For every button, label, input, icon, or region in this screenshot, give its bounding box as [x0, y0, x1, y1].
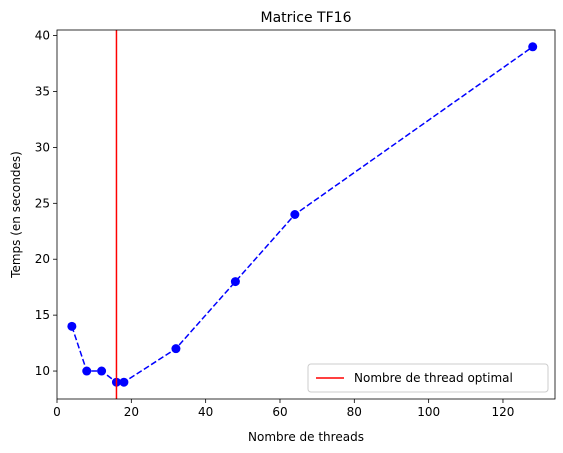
- y-tick-label: 30: [35, 140, 50, 154]
- x-tick-label: 20: [124, 405, 139, 419]
- y-tick-label: 35: [35, 85, 50, 99]
- chart-title: Matrice TF16: [261, 10, 352, 26]
- data-point: [230, 277, 240, 287]
- legend: Nombre de thread optimal: [307, 363, 549, 393]
- x-tick-label: 80: [347, 405, 362, 419]
- data-point: [119, 377, 129, 387]
- x-tick-label: 120: [492, 405, 515, 419]
- series-layer: [67, 42, 538, 387]
- x-tick-label: 0: [53, 405, 61, 419]
- y-tick-label: 40: [35, 29, 50, 43]
- x-axis: 0 20 40 60 80 100 120: [53, 399, 514, 419]
- legend-box: [307, 363, 549, 393]
- y-tick-label: 20: [35, 252, 50, 266]
- x-tick-label: 40: [198, 405, 213, 419]
- plot-background: [57, 30, 555, 399]
- y-tick-label: 15: [35, 308, 50, 322]
- axes-spines: [56, 29, 556, 400]
- x-tick-label: 100: [417, 405, 440, 419]
- y-axis-title: Temps (en secondes): [9, 151, 23, 279]
- y-axis: 10 15 20 25 30 35 40: [35, 29, 57, 378]
- data-point: [67, 321, 77, 331]
- x-axis-title: Nombre de threads: [248, 430, 364, 444]
- y-tick-label: 10: [35, 364, 50, 378]
- plot-area: [56, 29, 556, 400]
- data-point: [528, 42, 538, 52]
- data-point: [82, 366, 92, 376]
- legend-label-optimal-thread: Nombre de thread optimal: [354, 371, 513, 385]
- y-tick-label: 25: [35, 196, 50, 210]
- x-tick-label: 60: [272, 405, 287, 419]
- data-point: [171, 344, 181, 354]
- plot-border: [56, 29, 556, 400]
- data-point: [290, 210, 300, 219]
- data-point: [97, 366, 107, 376]
